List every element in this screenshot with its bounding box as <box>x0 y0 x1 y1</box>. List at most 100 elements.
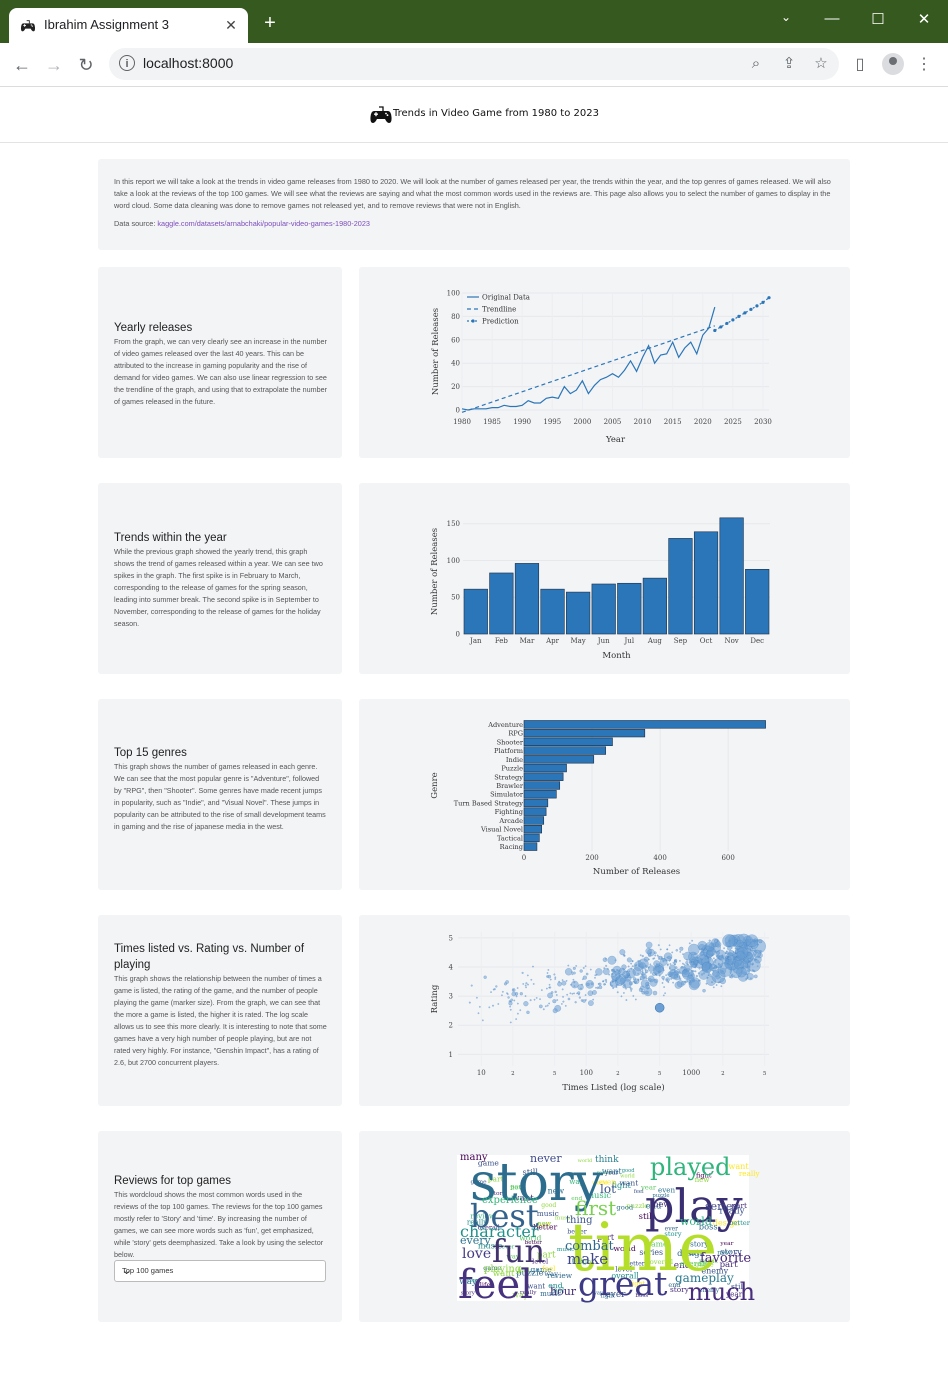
wordcloud-filler-word: music <box>555 1215 572 1221</box>
scatter-point <box>727 956 729 958</box>
data-source-line: Data source: kaggle.com/datasets/arnabch… <box>114 218 836 230</box>
x-tick-label: Oct <box>700 637 713 645</box>
scatter-point <box>732 951 735 953</box>
scatter-point <box>659 958 668 966</box>
maximize-icon[interactable]: ☐ <box>871 11 885 28</box>
wordcloud-filler-word: overall <box>478 1224 500 1232</box>
prediction-point <box>719 325 723 329</box>
wordcloud-filler-word: story <box>491 1191 507 1197</box>
scatter-point <box>670 977 673 980</box>
scatter-point <box>658 970 661 973</box>
wordcloud-filler-word: good <box>616 1203 634 1211</box>
section-title: Reviews for top games <box>114 1175 231 1187</box>
share-icon[interactable]: ⇪ <box>782 55 796 72</box>
side-panel-icon[interactable]: ▯ <box>855 56 865 73</box>
profile-avatar[interactable] <box>882 53 904 75</box>
prediction-point <box>761 300 765 304</box>
menu-kebab-icon[interactable]: ⋮ <box>916 56 932 73</box>
scatter-point <box>555 994 558 996</box>
scatter-point <box>506 993 509 995</box>
scatter-point <box>734 955 737 958</box>
scatter-point <box>609 983 612 986</box>
section-title: Top 15 genres <box>114 747 187 759</box>
scatter-point <box>732 955 734 958</box>
monthly-releases-chart[interactable]: 0 50 100 150 Jan Feb Mar Apr May Jun Jul Aug Sep Oct N… <box>359 483 850 674</box>
y-tick-label: 100 <box>447 557 460 565</box>
scatter-point <box>604 978 608 982</box>
scatter-point <box>584 999 587 1001</box>
scatter-point <box>565 979 568 982</box>
scatter-point <box>640 973 643 975</box>
forward-icon[interactable]: → <box>45 55 63 75</box>
wordcloud-filler-word: still <box>639 1211 655 1221</box>
scatter-point <box>650 971 652 974</box>
scatter-point <box>751 949 754 952</box>
scatter-point <box>542 1008 545 1011</box>
bar <box>566 591 591 635</box>
scatter-point <box>525 986 527 989</box>
wordcloud-filler-word: way <box>593 1291 603 1297</box>
address-bar[interactable]: i localhost:8000 ⌕ ⇪ ☆ <box>109 48 839 80</box>
browser-tab[interactable]: Ibrahim Assignment 3 ✕ <box>9 8 248 43</box>
window-close-icon[interactable]: ✕ <box>917 11 931 28</box>
scatter-point <box>723 947 726 950</box>
scatter-point <box>705 982 708 985</box>
url-text[interactable]: localhost:8000 <box>143 55 234 71</box>
scatter-point <box>582 966 585 969</box>
yearly-releases-chart[interactable]: 0 20 40 60 80 100 1980 1985 1990 1995 2000 2005 2010… <box>359 267 850 458</box>
data-source-link[interactable]: kaggle.com/datasets/arnabchaki/popular-v… <box>157 219 370 228</box>
x-tick-label: 0 <box>522 854 526 862</box>
scatter-point <box>657 957 660 960</box>
bar <box>540 588 565 635</box>
scatter-point <box>561 980 567 986</box>
x-tick-label: 2000 <box>573 418 591 426</box>
wordcloud-filler-word: part <box>536 1221 551 1229</box>
scatter-point <box>592 998 595 1001</box>
series-line-original <box>461 306 716 411</box>
wordcloud-word: great <box>578 1264 667 1303</box>
scatter-point <box>573 981 576 984</box>
new-tab-button[interactable]: + <box>264 12 276 34</box>
site-info-icon[interactable]: i <box>119 55 135 71</box>
bar <box>523 798 549 808</box>
scatter-point <box>567 964 570 967</box>
wordcloud-filler-word: want <box>512 1194 534 1204</box>
prediction-point <box>713 328 717 333</box>
wordcloud-filler-word: series <box>639 1248 663 1257</box>
scatter-point <box>742 951 745 954</box>
x-tick-label: 2030 <box>754 418 772 426</box>
back-icon[interactable]: ← <box>13 55 31 75</box>
scatter-chart[interactable]: 1 2 3 4 5 10 2 5 100 2 5 1000 2 5 Times Listed (log sc… <box>359 915 850 1106</box>
scatter-point <box>685 961 689 965</box>
scatter-point <box>753 974 758 979</box>
x-tick-label: Jul <box>624 637 635 645</box>
scatter-point <box>700 948 703 950</box>
close-tab-icon[interactable]: ✕ <box>225 17 237 33</box>
y-tick-label: 2 <box>449 1022 453 1030</box>
scatter-point <box>628 981 633 986</box>
wordcloud-word: gameplay <box>675 1271 734 1285</box>
scatter-point <box>699 957 702 960</box>
minimize-icon[interactable]: — <box>824 10 840 27</box>
scatter-point <box>702 988 706 993</box>
scatter-point <box>533 998 536 1001</box>
section-body: This graph shows the relationship betwee… <box>114 974 327 1067</box>
section-genres-text: Top 15 genres This graph shows the numbe… <box>98 699 342 890</box>
tab-search-icon[interactable]: ⌄ <box>780 10 792 24</box>
genres-chart[interactable]: 0 200 400 600 AdventureRPGShooterPlatformInd… <box>359 699 850 890</box>
scatter-point <box>578 996 581 999</box>
scatter-point <box>571 973 574 976</box>
scatter-point <box>547 992 553 999</box>
scatter-point <box>673 973 681 981</box>
zoom-icon[interactable]: ⌕ <box>751 55 761 72</box>
scatter-point <box>745 934 759 948</box>
scatter-point <box>516 987 519 989</box>
reload-icon[interactable]: ↻ <box>78 55 94 75</box>
wordcloud-word: much <box>688 1278 755 1306</box>
scatter-point <box>561 988 564 991</box>
scatter-point <box>731 963 734 966</box>
wordcloud-filler-word: fight <box>630 1279 646 1287</box>
bookmark-star-icon[interactable]: ☆ <box>814 55 828 72</box>
game-count-select[interactable]: Top 100 games ⌄ <box>114 1260 326 1282</box>
wordcloud-filler-word: enemy <box>701 1266 728 1275</box>
